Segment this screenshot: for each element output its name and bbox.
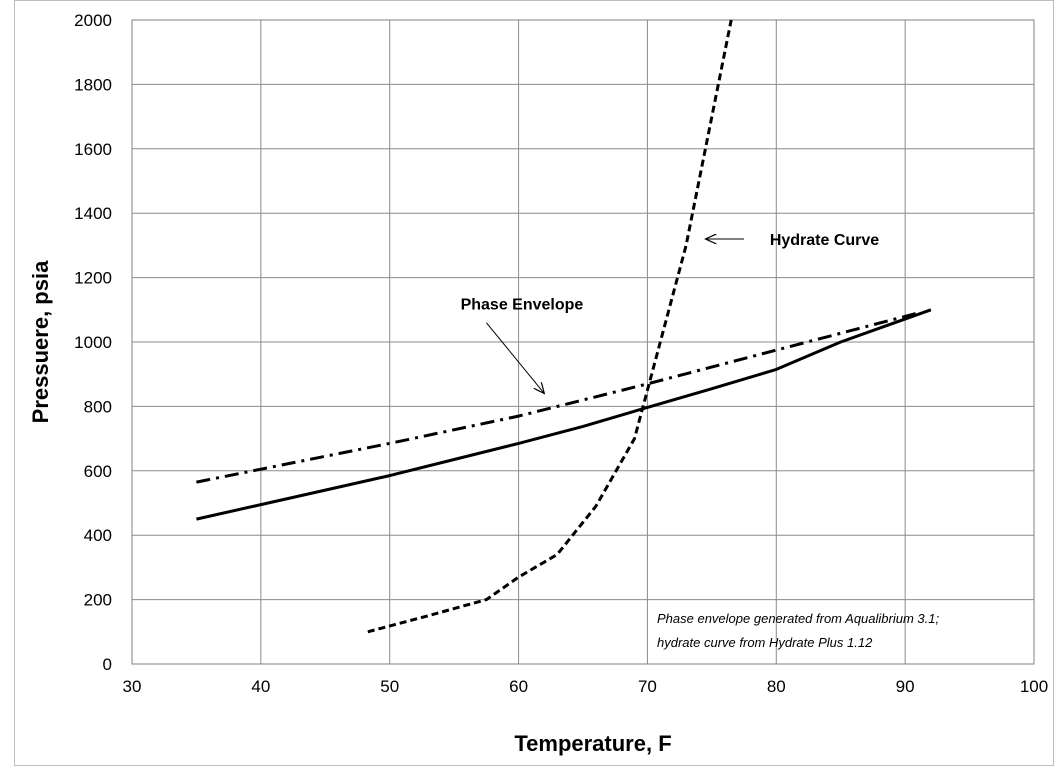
y-tick-label: 1200 [74,269,112,288]
tick-labels: 30 40 50 60 70 80 90 10002004006008001000120014… [74,11,1048,696]
annotations: Hydrate Curve Phase Envelope Phase envel… [461,232,940,650]
x-tick-label: 60 [509,677,528,696]
x-axis-title: Temperature, F [514,731,671,756]
x-tick-label: 40 [251,677,270,696]
y-tick-label: 0 [103,655,112,674]
series-line-dashed [367,19,733,634]
y-tick-label: 800 [84,397,112,416]
x-tick-label: 30 [123,677,142,696]
y-tick-label: 1800 [74,75,112,94]
y-tick-label: 1600 [74,140,112,159]
plot-area-border [131,19,1035,665]
y-tick-label: 1000 [74,333,112,352]
x-tick-label: 70 [638,677,657,696]
data-series [196,19,932,634]
x-tick-label: 50 [380,677,399,696]
y-tick-label: 2000 [74,11,112,30]
source-note-line-1: Phase envelope generated from Aqualibriu… [657,611,939,626]
y-tick-label: 600 [84,462,112,481]
phase-envelope-label: Phase Envelope [461,296,584,313]
x-tick-label: 100 [1020,677,1048,696]
hydrate-curve-label: Hydrate Curve [770,232,879,249]
series-line-dashdot [196,311,919,484]
y-tick-label: 200 [84,591,112,610]
annotation-arrow [485,322,544,394]
x-tick-label: 90 [896,677,915,696]
y-tick-label: 1400 [74,204,112,223]
y-axis-title: Pressuere, psia [28,260,53,423]
gridlines [131,19,1035,665]
series-line-solid [196,308,932,521]
y-tick-label: 400 [84,526,112,545]
x-tick-label: 80 [767,677,786,696]
source-note-line-2: hydrate curve from Hydrate Plus 1.12 [657,635,873,650]
